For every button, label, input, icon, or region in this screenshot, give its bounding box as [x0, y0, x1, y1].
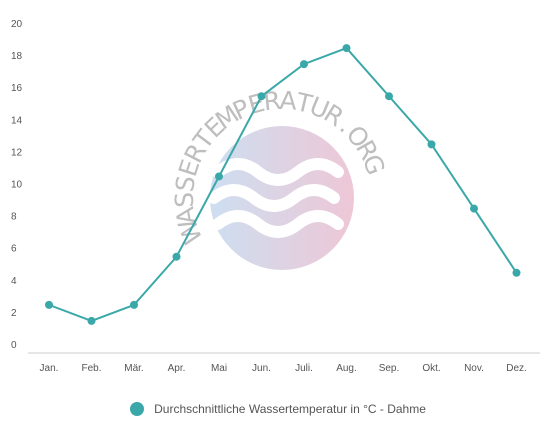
y-tick-label: 14 [11, 115, 23, 126]
data-point[interactable] [512, 268, 521, 277]
y-tick-label: 18 [11, 51, 23, 62]
x-tick-label: Aug. [336, 363, 357, 374]
data-point[interactable] [470, 204, 478, 213]
data-point[interactable] [87, 316, 96, 325]
y-tick-label: 20 [11, 19, 23, 30]
watermark-letter: A [279, 86, 298, 116]
x-tick-label: Dez. [506, 363, 527, 374]
x-tick-label: Mär. [124, 363, 143, 374]
series-points [45, 44, 521, 325]
data-point[interactable] [215, 172, 223, 181]
y-tick-label: 8 [11, 212, 17, 223]
data-point[interactable] [257, 92, 266, 101]
data-point[interactable] [342, 44, 351, 53]
y-tick-label: 10 [11, 180, 23, 191]
data-point[interactable] [45, 300, 53, 309]
data-point[interactable] [172, 252, 181, 261]
data-point[interactable] [385, 92, 393, 101]
y-tick-label: 4 [11, 276, 17, 287]
y-tick-label: 0 [11, 340, 17, 351]
x-tick-label: Mai [211, 363, 227, 374]
watermark-letter: S [170, 174, 201, 194]
y-tick-label: 2 [11, 308, 17, 319]
y-tick-label: 12 [11, 147, 23, 158]
x-tick-label: Sep. [379, 363, 400, 374]
y-tick-label: 16 [11, 83, 23, 94]
x-tick-label: Apr. [168, 363, 186, 374]
watermark-wave [208, 184, 340, 212]
x-tick-label: Juli. [295, 363, 313, 374]
x-axis: Jan. Feb. Mär. Apr. Mai Jun. Juli. Aug. Sep. Okt.… [40, 363, 527, 374]
data-point[interactable] [300, 60, 308, 69]
x-tick-label: Jan. [40, 363, 59, 374]
watermark-wave [212, 158, 344, 186]
watermark-wave [212, 210, 344, 238]
x-tick-label: Jun. [252, 363, 271, 374]
series-line [48, 46, 518, 322]
watermark-letter: S [170, 192, 199, 208]
legend-label[interactable]: Durchschnittliche Wassertemperatur in °C… [154, 402, 426, 416]
y-tick-label: 6 [11, 244, 17, 255]
data-point[interactable] [427, 140, 436, 149]
watermark-letter: A [170, 205, 202, 227]
x-tick-label: Okt. [422, 363, 440, 374]
x-tick-label: Feb. [81, 363, 101, 374]
legend: Durchschnittliche Wassertemperatur in °C… [0, 398, 556, 420]
data-point[interactable] [130, 300, 138, 309]
watermark-letter: R [262, 86, 282, 117]
x-tick-label: Nov. [464, 363, 484, 374]
watermark-letter: T [292, 87, 315, 119]
y-axis: 0 2 4 6 8 10 12 14 16 18 20 [11, 19, 23, 351]
legend-swatch[interactable] [130, 402, 145, 416]
